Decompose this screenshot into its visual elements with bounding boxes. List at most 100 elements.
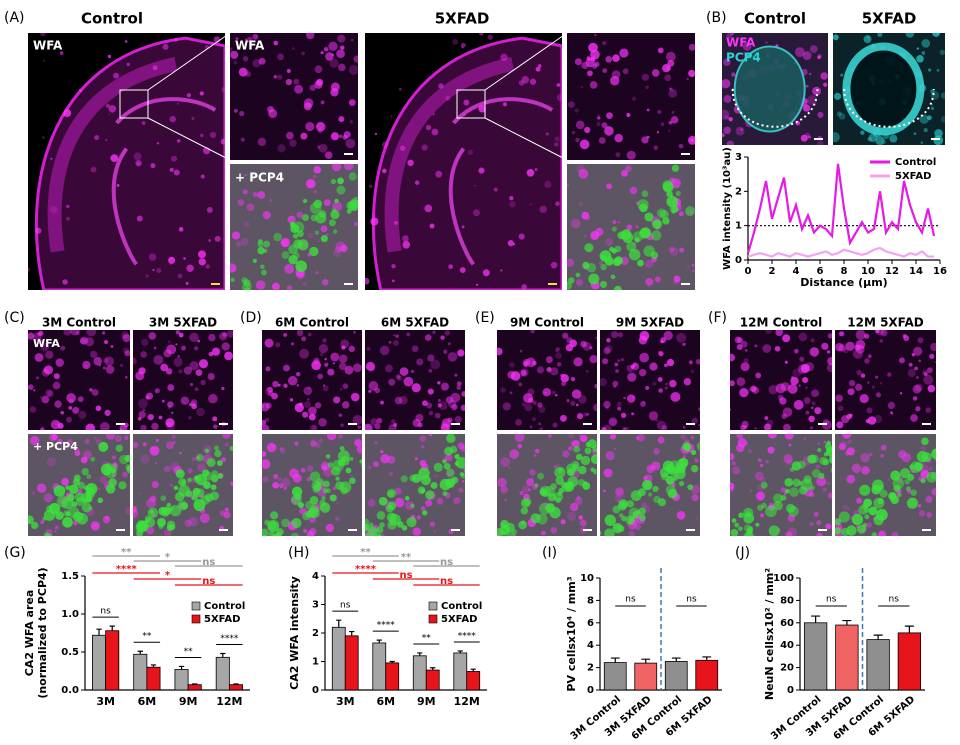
cell: [183, 366, 192, 375]
cell: [66, 393, 76, 403]
cell: [568, 434, 575, 439]
cell: [784, 434, 794, 440]
cell: [385, 364, 393, 373]
cell: [329, 58, 339, 69]
cell: [136, 215, 143, 222]
cell: [240, 237, 249, 246]
pcp4-cell: [418, 467, 430, 479]
cell: [545, 356, 553, 364]
cell: [910, 414, 918, 422]
cell: [754, 344, 758, 348]
cell: [66, 438, 73, 445]
cell: [291, 342, 295, 346]
y-tick-label: 3: [312, 600, 319, 611]
cell: [694, 458, 699, 463]
pcp4-cell: [685, 206, 695, 217]
cell: [342, 401, 350, 409]
cell: [443, 349, 448, 354]
cell: [303, 102, 312, 111]
cell: [676, 510, 686, 520]
pcp4-cell: [639, 203, 648, 213]
panel-label: (J): [735, 545, 750, 561]
cell: [550, 261, 558, 269]
micrograph: [722, 33, 828, 145]
cell: [688, 69, 695, 77]
cell: [940, 116, 945, 123]
cell: [822, 487, 828, 492]
pcp4-cell: [906, 497, 918, 509]
cell: [321, 465, 328, 471]
cell: [764, 423, 772, 430]
cell: [205, 264, 210, 269]
cell: [823, 82, 828, 87]
cell: [191, 403, 197, 410]
cell: [178, 227, 184, 232]
cell: [414, 180, 420, 185]
cell: [580, 340, 587, 348]
pcp4-cell: [600, 530, 602, 536]
image-label: + PCP4: [33, 440, 78, 453]
cell: [31, 491, 36, 496]
cell: [622, 427, 626, 430]
cell: [744, 349, 748, 352]
cell: [340, 244, 348, 253]
cell: [825, 523, 832, 530]
cell: [133, 505, 137, 513]
cell: [336, 49, 345, 59]
cell: [918, 359, 921, 363]
pcp4-cell: [550, 483, 557, 490]
pcp4-cell: [454, 461, 460, 466]
pcp4-cell: [614, 256, 623, 265]
cell: [605, 451, 615, 461]
cortex-layer: [47, 56, 178, 253]
cell: [54, 400, 62, 408]
cell: [570, 400, 576, 406]
cell: [759, 463, 764, 468]
cell: [366, 346, 371, 351]
cell: [623, 396, 626, 400]
zoom-line: [484, 117, 568, 161]
y-tick-label: 3: [735, 152, 742, 163]
cell: [669, 379, 677, 388]
cell: [660, 122, 665, 126]
cell: [397, 375, 403, 381]
cell: [262, 402, 270, 412]
cell: [585, 370, 589, 373]
cell: [320, 51, 324, 55]
cell: [151, 480, 159, 489]
cell: [691, 494, 699, 502]
y-tick-label: 0.5: [61, 647, 79, 658]
cell: [866, 407, 873, 414]
cell: [809, 492, 815, 498]
cell: [848, 379, 856, 387]
cell: [740, 128, 743, 131]
cell: [342, 383, 349, 389]
pcp4-cell: [386, 488, 397, 499]
cell: [99, 475, 108, 484]
micrograph: [497, 330, 597, 430]
cell: [669, 246, 675, 253]
pcp4-cell: [745, 530, 753, 536]
cell: [691, 417, 698, 424]
pcp4-cell: [337, 450, 350, 463]
cell: [74, 450, 81, 457]
cell: [43, 493, 53, 503]
cell: [257, 137, 267, 147]
cell: [603, 400, 611, 409]
cell: [656, 131, 660, 134]
cell: [407, 159, 414, 167]
cell: [755, 372, 762, 379]
cell: [691, 263, 695, 267]
cell: [318, 438, 324, 443]
cell: [854, 344, 861, 351]
cell: [671, 111, 675, 114]
cell: [626, 112, 631, 118]
cell: [40, 342, 50, 352]
cell: [762, 344, 772, 353]
cell: [816, 520, 822, 526]
cell: [252, 59, 261, 68]
cell: [52, 381, 61, 390]
cell: [320, 100, 325, 105]
cell: [188, 416, 192, 420]
pcp4-cell: [281, 518, 290, 528]
